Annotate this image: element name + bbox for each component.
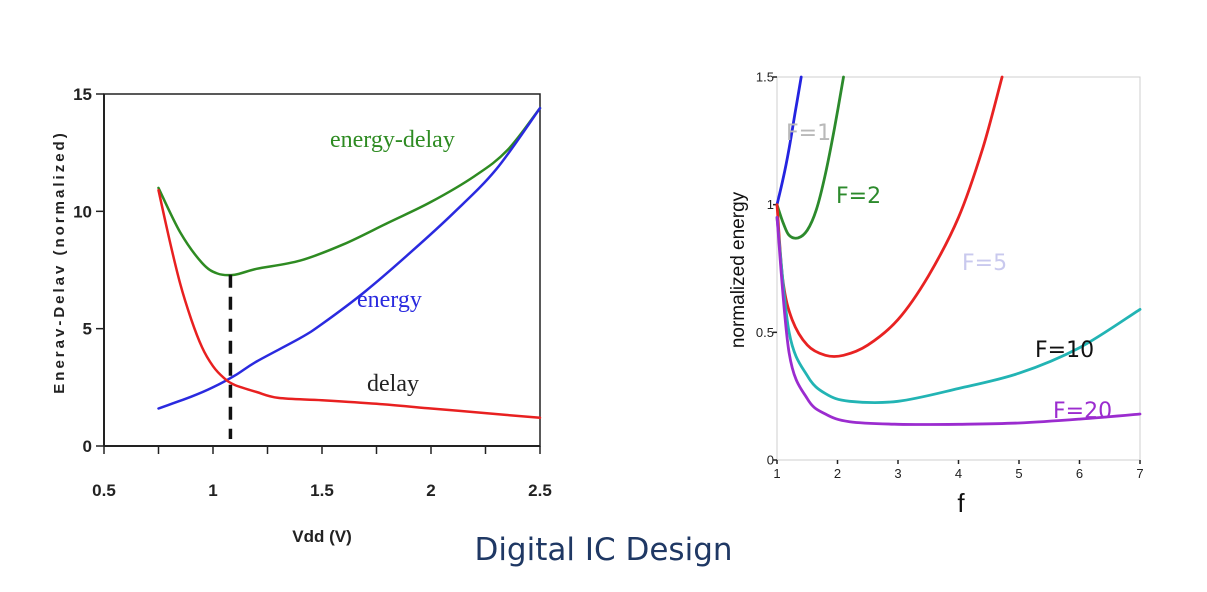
right-series-f-10	[775, 216, 1142, 404]
left-chart: Enerav-Delav (normalized) 0.5 1 1.5 2 2.5 0 5 1…	[51, 85, 552, 546]
right-series-f-20	[775, 216, 1142, 426]
label-f1: F=1	[786, 121, 831, 146]
left-y-tick-label: 5	[83, 320, 92, 339]
left-y-axis-label: Enerav-Delav (normalized)	[51, 130, 68, 393]
right-ticks: 1 2 3 4 5 6 7 0 0.5 1 1.5	[756, 70, 1144, 481]
label-f5: F=5	[962, 251, 1007, 276]
left-axes	[103, 93, 541, 447]
right-y-tick-label: 0	[767, 453, 774, 468]
annotation-energy-delay: energy-delay	[330, 127, 455, 153]
label-f10: F=10	[1035, 338, 1094, 363]
right-series-f-5	[775, 75, 1004, 358]
left-ticks: 0.5 1 1.5 2 2.5 0 5 10 15	[73, 85, 552, 500]
left-series-energy-delay	[157, 106, 542, 277]
left-x-axis-label: Vdd (V)	[292, 527, 352, 546]
right-x-tick-label: 5	[1015, 466, 1022, 481]
right-y-tick-label: 1.5	[756, 70, 774, 85]
left-x-tick-label: 1	[208, 481, 217, 500]
left-y-tick-label: 10	[73, 202, 92, 221]
right-x-tick-label: 2	[834, 466, 841, 481]
right-series	[775, 75, 1142, 426]
left-y-tick-label: 0	[83, 437, 92, 456]
annotation-energy: energy	[357, 287, 422, 313]
label-f2: F=2	[836, 184, 881, 209]
left-series-energy	[157, 106, 542, 410]
left-x-tick-label: 1.5	[310, 481, 334, 500]
right-y-axis-label: normalized energy	[728, 191, 749, 348]
left-series	[157, 106, 542, 420]
right-y-tick-label: 1	[767, 197, 774, 212]
label-f20: F=20	[1053, 399, 1112, 424]
right-y-tick-label: 0.5	[756, 325, 774, 340]
left-series-delay	[157, 188, 542, 420]
annotation-delay: delay	[367, 371, 419, 397]
left-x-tick-label: 2	[426, 481, 435, 500]
right-x-tick-label: 6	[1076, 466, 1083, 481]
right-x-tick-label: 3	[894, 466, 901, 481]
right-series-f-1	[775, 75, 803, 207]
right-x-tick-label: 4	[955, 466, 962, 481]
right-x-axis-label: f	[957, 488, 965, 518]
right-chart: normalized energy 1 2 3 4 5 6 7 0 0.5 1 1.5 F=1 F=…	[728, 70, 1144, 518]
right-x-tick-label: 1	[773, 466, 780, 481]
left-plot-frame	[103, 93, 541, 447]
right-x-tick-label: 7	[1136, 466, 1143, 481]
left-x-tick-label: 2.5	[528, 481, 552, 500]
left-y-tick-label: 15	[73, 85, 92, 104]
footer-title: Digital IC Design	[474, 532, 733, 568]
right-series-f-2	[775, 75, 845, 240]
left-x-tick-label: 0.5	[92, 481, 116, 500]
